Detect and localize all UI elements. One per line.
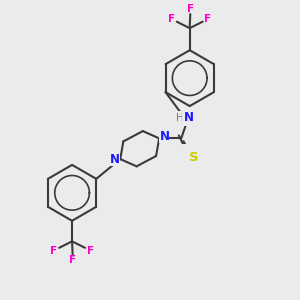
- Text: N: N: [160, 130, 170, 143]
- Text: N: N: [110, 154, 120, 166]
- Text: S: S: [189, 151, 199, 164]
- Text: F: F: [187, 4, 194, 14]
- Text: F: F: [69, 256, 76, 266]
- Text: F: F: [204, 14, 211, 24]
- Text: N: N: [184, 111, 194, 124]
- Text: F: F: [50, 246, 57, 256]
- Text: F: F: [87, 246, 94, 256]
- Text: F: F: [168, 14, 175, 24]
- Text: H: H: [176, 113, 184, 123]
